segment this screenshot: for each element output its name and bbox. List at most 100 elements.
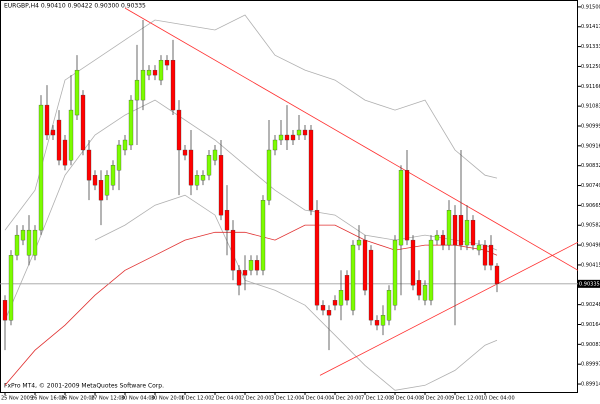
candle-body — [416, 280, 422, 296]
candle-body — [332, 300, 338, 306]
candle-body — [308, 129, 314, 211]
candle-body — [20, 229, 26, 241]
candle-body — [494, 265, 500, 284]
candle-body — [374, 320, 380, 326]
candle-body — [380, 315, 386, 326]
x-tick-label: 7 Dec 12:00 — [361, 396, 391, 402]
candle-body — [8, 255, 14, 321]
candle-body — [434, 234, 440, 241]
candle-body — [218, 155, 224, 216]
candle-body — [242, 270, 248, 276]
candle-body — [68, 109, 74, 161]
x-tick-label: 26 Nov 16:00 — [31, 396, 65, 402]
candle-body — [188, 149, 194, 186]
candle-body — [476, 244, 482, 251]
candle-body — [344, 275, 350, 301]
candle-body — [140, 69, 146, 101]
candle-body — [392, 239, 398, 306]
y-tick-label: 0.91333 — [581, 44, 600, 50]
candle-body — [278, 134, 284, 141]
y-tick-label: 0.91083 — [581, 104, 600, 110]
candle-body — [32, 229, 38, 256]
candle-body — [38, 104, 44, 231]
candle-body — [272, 139, 278, 151]
candle-body — [74, 69, 80, 116]
candle-body — [302, 129, 308, 136]
x-tick-label: 25 Nov 2009 — [1, 396, 33, 402]
indicator-line — [124, 7, 579, 271]
candle-body — [110, 165, 116, 186]
x-tick-label: 2 Dec 20:00 — [241, 396, 271, 402]
candle-body — [254, 260, 260, 271]
y-tick-label: 0.90498 — [581, 243, 600, 249]
candle-body — [386, 290, 392, 321]
y-tick-label: 0.90916 — [581, 143, 600, 149]
y-tick-label: 0.90999 — [581, 123, 600, 129]
indicator-line — [319, 241, 579, 376]
candle-body — [14, 234, 20, 256]
y-tick-label: 0.90415 — [581, 262, 600, 268]
indicator-line — [4, 14, 498, 231]
candle-body — [398, 170, 404, 246]
x-tick-label: 4 Dec 20:00 — [331, 396, 361, 402]
candle-body — [98, 180, 104, 201]
price-label: 0.90335 — [579, 281, 600, 287]
candle-body — [206, 155, 212, 176]
candle-body — [404, 170, 410, 241]
plot-frame — [0, 0, 578, 393]
candle-body — [224, 209, 230, 231]
candle-body — [158, 59, 164, 81]
y-tick-label: 0.91250 — [581, 64, 600, 70]
candle-body — [80, 94, 86, 151]
y-tick-label: 0.91500 — [581, 4, 600, 10]
x-tick-label: 9 Dec 12:00 — [451, 396, 481, 402]
x-tick-label: 30 Nov 04:00 — [121, 396, 155, 402]
candle-body — [284, 134, 290, 141]
candle-body — [260, 200, 266, 271]
candle-body — [182, 149, 188, 156]
candle-body — [326, 310, 332, 316]
candle-body — [248, 260, 254, 271]
candle-body — [26, 229, 32, 256]
candle-body — [368, 249, 374, 321]
y-tick-label: 0.90665 — [581, 203, 600, 209]
candle-body — [122, 139, 128, 151]
candle-body — [236, 270, 242, 286]
candle-body — [134, 79, 140, 101]
candle-body — [458, 214, 464, 246]
y-tick-label: 0.89914 — [581, 382, 600, 388]
candle-body — [92, 175, 98, 186]
candle-body — [212, 149, 218, 161]
x-tick-label: 30 Nov 20:00 — [151, 396, 185, 402]
candle-body — [116, 144, 122, 171]
x-tick-label: 4 Dec 04:00 — [301, 396, 331, 402]
x-tick-label: 8 Dec 04:00 — [391, 396, 421, 402]
footer: FxPro MT4, © 2001-2009 MetaQuotes Softwa… — [4, 383, 164, 390]
indicator-line — [94, 194, 498, 391]
y-tick-label: 0.91166 — [581, 84, 600, 90]
candle-body — [452, 214, 458, 246]
candle-body — [176, 109, 182, 151]
candle-body — [86, 149, 92, 181]
y-tick-label: 0.90081 — [581, 342, 600, 348]
candle-body — [200, 175, 206, 181]
y-tick-label: 0.90164 — [581, 322, 600, 328]
candle-body — [104, 175, 110, 196]
candle-body — [338, 290, 344, 306]
y-tick-label: 0.90749 — [581, 183, 600, 189]
candle-body — [170, 59, 176, 111]
candle-body — [356, 239, 362, 246]
candle-body — [146, 69, 152, 76]
candle-body — [62, 139, 68, 166]
y-tick-label: 0.89997 — [581, 362, 600, 368]
x-tick-label: 2 Dec 04:00 — [211, 396, 241, 402]
x-tick-label: 1 Dec 12:00 — [181, 396, 211, 402]
candle-body — [44, 104, 50, 136]
candle-body — [128, 99, 134, 146]
candle-body — [470, 219, 476, 246]
candle-body — [350, 244, 356, 311]
x-tick-label: 27 Nov 12:00 — [91, 396, 125, 402]
candle-body — [464, 219, 470, 246]
y-tick-label: 0.90582 — [581, 223, 600, 229]
candle-body — [2, 300, 8, 321]
